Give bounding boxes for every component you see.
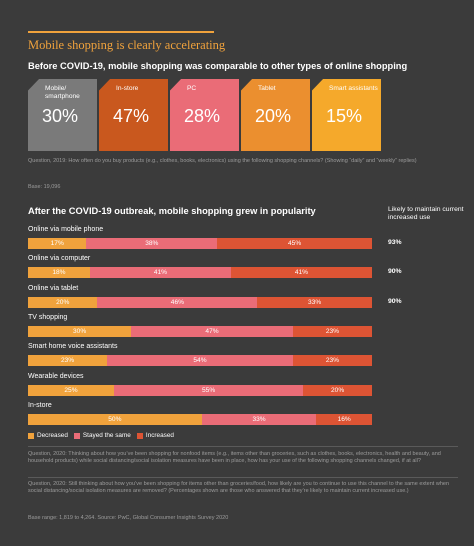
bar-segment-increased: 23%	[292, 325, 372, 337]
bar-segment-same: 46%	[97, 296, 258, 308]
legend-label: Stayed the same	[82, 432, 131, 439]
title-accent-line	[28, 31, 214, 33]
category-label: Online via mobile phone	[28, 226, 104, 233]
question-2019: Question, 2019: How often do you buy pro…	[28, 158, 417, 164]
stacked-bar: 20% 46% 33%	[28, 296, 372, 308]
tile-shape	[170, 79, 239, 151]
bar-segment-same: 38%	[86, 238, 218, 249]
bar-segment-increased: 20%	[303, 384, 372, 396]
tile: Tablet 20%	[241, 79, 310, 151]
bar-segment-decreased: 25%	[28, 384, 114, 396]
tile-shape	[312, 79, 381, 151]
category-label: Smart home voice assistants	[28, 343, 118, 351]
tile: Smart assistants 15%	[312, 79, 381, 151]
tile-shape	[99, 79, 168, 151]
legend-item: Stayed the same	[73, 432, 131, 439]
question-2020-b: Question, 2020: Still thinking about how…	[28, 481, 450, 494]
bar-segment-decreased: 23%	[28, 355, 108, 367]
bar-segment-increased: 16%	[316, 413, 372, 425]
tile: Mobile/ smartphone 30%	[28, 79, 97, 151]
tile-value: 30%	[42, 106, 79, 126]
bar-segment-decreased: 20%	[28, 296, 98, 308]
legend-label: Decreased	[37, 432, 68, 439]
tile-shape	[28, 79, 97, 151]
likely-value: 90%	[388, 268, 402, 276]
stacked-bar: 30% 47% 23%	[28, 325, 372, 337]
bar-segment-decreased: 17%	[28, 238, 87, 249]
tile-label: Tablet	[258, 85, 276, 92]
legend-item: Increased	[136, 432, 174, 439]
question-2020-a: Question, 2020: Thinking about how you’v…	[28, 451, 441, 464]
bar-segment-increased: 23%	[292, 355, 372, 367]
bar-segment-decreased: 50%	[28, 413, 202, 425]
tile-value: 20%	[255, 106, 292, 126]
stacked-bar: 17% 38% 45%	[28, 238, 372, 249]
bar-segment-increased: 41%	[230, 267, 372, 279]
category-label: Online via tablet	[28, 284, 79, 292]
category-label: Online via computer	[28, 255, 91, 263]
category-label: In-store	[28, 401, 52, 409]
likely-heading: Likely to maintain current increased use	[388, 206, 464, 222]
bar-segment-increased: 45%	[217, 238, 372, 249]
section2-heading: After the COVID-19 outbreak, mobile shop…	[28, 206, 316, 216]
tile-shape	[241, 79, 310, 151]
stacked-bar: 23% 54% 23%	[28, 355, 372, 367]
tile-value: 28%	[184, 106, 221, 126]
stacked-bar: 18% 41% 41%	[28, 267, 372, 279]
tile: In-store 47%	[99, 79, 168, 151]
tile-label: PC	[187, 85, 197, 92]
legend-swatch	[73, 432, 80, 439]
bar-segment-decreased: 18%	[28, 267, 90, 279]
tile-label: Mobile/ smartphone	[45, 85, 80, 100]
base-2019: Base: 19,096	[28, 184, 61, 190]
legend-swatch	[136, 432, 143, 439]
bar-segment-same: 54%	[107, 355, 293, 367]
page-title: Mobile shopping is clearly accelerating	[28, 38, 226, 52]
tile: PC 28%	[170, 79, 239, 151]
base-source: Base range: 1,819 to 4,264. Source: PwC,…	[28, 515, 229, 521]
category-label: Wearable devices	[28, 372, 84, 380]
tile-label: Smart assistants	[329, 85, 378, 92]
bar-segment-same: 33%	[201, 413, 317, 425]
bar-segment-decreased: 30%	[28, 325, 132, 337]
section1-heading: Before COVID-19, mobile shopping was com…	[28, 61, 408, 71]
bar-segment-same: 47%	[131, 325, 293, 337]
bar-segment-increased: 33%	[257, 296, 372, 308]
bar-segment-same: 41%	[89, 267, 231, 279]
legend-item: Decreased	[28, 432, 68, 439]
tile-label: In-store	[116, 85, 139, 92]
tile-value: 15%	[326, 106, 363, 126]
likely-value: 93%	[388, 239, 402, 246]
legend: Decreased Stayed the same Increased	[28, 432, 180, 439]
tile-value: 47%	[113, 106, 150, 126]
stacked-bar: 25% 55% 20%	[28, 384, 372, 396]
separator	[28, 446, 458, 447]
bar-segment-same: 55%	[114, 384, 304, 396]
legend-label: Increased	[145, 432, 174, 439]
stacked-bar: 50% 33% 16%	[28, 413, 372, 425]
category-label: TV shopping	[28, 313, 68, 321]
legend-swatch	[28, 432, 34, 439]
likely-value: 90%	[388, 297, 402, 305]
separator	[28, 477, 458, 478]
